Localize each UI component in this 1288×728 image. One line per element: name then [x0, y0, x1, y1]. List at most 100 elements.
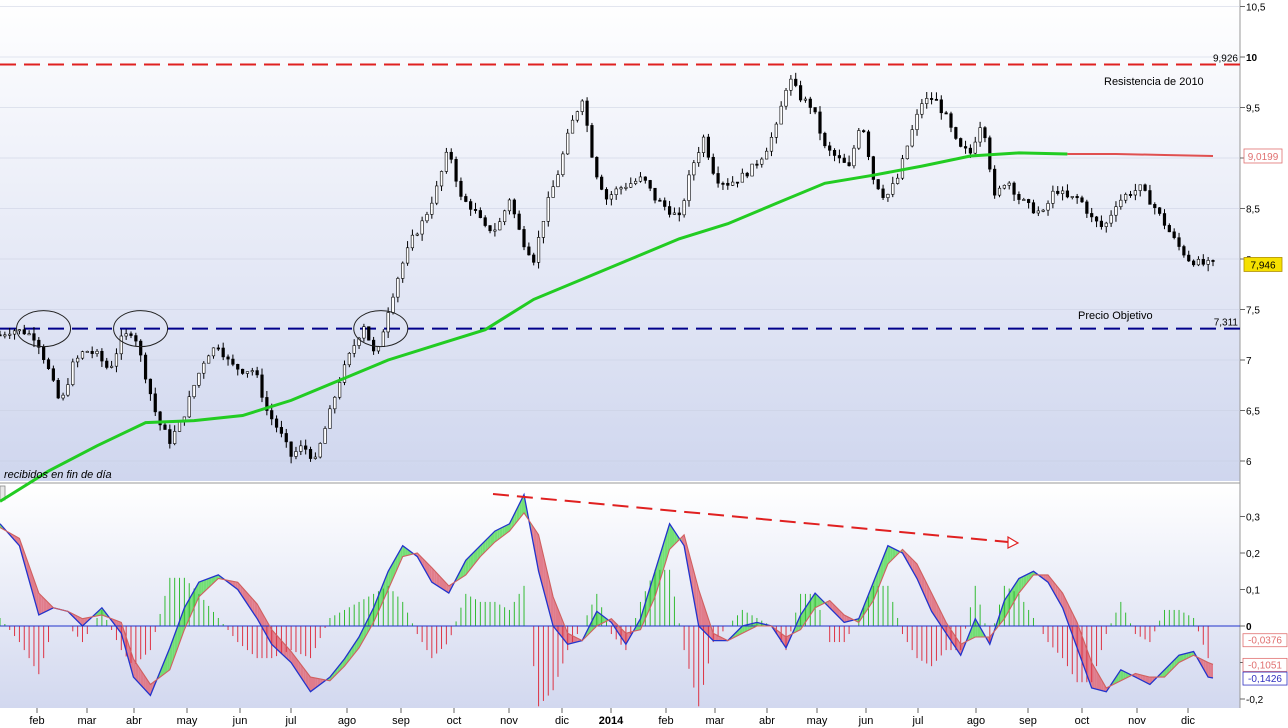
macd-fill-segment: [657, 555, 660, 589]
price-candle-body: [342, 364, 347, 383]
macd-fill-segment: [798, 615, 801, 631]
x-tick-label: jul: [911, 715, 923, 727]
macd-fill-segment: [465, 557, 469, 575]
price-candle-body: [1041, 209, 1045, 212]
price-candle-body: [318, 443, 322, 458]
macd-fill-segment: [269, 625, 272, 645]
price-candle-body: [444, 151, 448, 172]
price-candle-body: [1065, 190, 1070, 198]
price-candle-body: [944, 112, 948, 115]
macd-fill-segment: [310, 677, 313, 692]
price-candle-body: [22, 329, 26, 335]
macd-fill-segment: [1091, 662, 1095, 689]
price-candle-body: [386, 312, 390, 333]
macd-fill-segment: [1004, 596, 1007, 619]
price-candle-body: [202, 362, 206, 374]
price-candle-body: [648, 180, 652, 189]
price-candle-body: [469, 201, 473, 210]
price-candle-body: [493, 229, 497, 232]
macd-fill-segment: [150, 682, 153, 696]
macd-fill-segment: [625, 632, 629, 645]
price-candle-body: [634, 180, 638, 184]
x-tick-label: dic: [1181, 715, 1196, 727]
price-candle-body: [284, 433, 288, 443]
price-candle-body: [1002, 184, 1006, 189]
price-candle-body: [667, 206, 672, 215]
macd-fill-segment: [662, 539, 665, 574]
macd-fill-segment: [713, 633, 716, 641]
macd-fill-segment: [492, 531, 495, 545]
ma-value-tag: [1243, 148, 1283, 164]
macd-fill-segment: [1018, 577, 1022, 594]
price-y-tick-label: 10: [1246, 53, 1258, 64]
price-candle-body: [464, 196, 468, 202]
price-candle-body: [425, 214, 429, 222]
price-candle-body: [983, 127, 987, 139]
macd-fill-segment: [669, 523, 672, 550]
macd-fill-segment: [201, 580, 204, 595]
macd-fill-segment: [162, 659, 165, 676]
macd-fill-segment: [1006, 593, 1010, 615]
macd-fill-segment: [490, 533, 493, 547]
price-candle-body: [672, 212, 677, 215]
macd-fill-segment: [553, 596, 556, 629]
price-candle-body: [260, 374, 264, 398]
macd-fill-segment: [1016, 578, 1019, 598]
macd-fill-segment: [1082, 635, 1085, 668]
macd-fill-segment: [800, 611, 803, 630]
macd-fill-segment: [308, 673, 311, 692]
macd-fill-segment: [133, 658, 136, 680]
macd-fill-segment: [737, 628, 740, 636]
macd-fill-segment: [701, 596, 704, 631]
highlight-circle: [353, 310, 409, 348]
price-candle-body: [1206, 260, 1210, 265]
price-candle-body: [512, 199, 516, 215]
price-candle-body: [143, 354, 148, 380]
price-candle-body: [168, 429, 172, 444]
price-candle-body: [1172, 231, 1176, 238]
price-candle-body: [255, 370, 259, 376]
macd-fill-segment: [140, 669, 144, 688]
macd-fill-segment: [749, 623, 753, 630]
macd-fill-segment: [497, 528, 500, 541]
price-candle-body: [46, 359, 51, 370]
macd-fill-segment: [1210, 663, 1213, 678]
price-candle-body: [876, 179, 880, 190]
macd-y-tick-label: 0,2: [1246, 549, 1260, 560]
macd-fill-segment: [1074, 617, 1078, 648]
macd-fill-segment: [1094, 666, 1097, 690]
price-candle-body: [241, 368, 245, 374]
macd-fill-segment: [511, 514, 515, 529]
macd-value-tag: [1242, 657, 1288, 672]
macd-fill-segment: [179, 614, 182, 643]
price-candle-body: [561, 153, 565, 175]
price-candle-body: [774, 123, 778, 138]
macd-fill-segment: [281, 640, 284, 656]
price-candle-body: [401, 262, 405, 279]
price-candle-body: [80, 351, 85, 359]
macd-fill-segment: [1009, 589, 1012, 611]
macd-fill-segment: [781, 633, 784, 645]
price-y-tick-label: 7: [1246, 356, 1252, 367]
price-candle-body: [158, 411, 162, 426]
price-candle-body: [808, 98, 812, 108]
price-y-tick-label: 8,5: [1246, 205, 1260, 216]
macd-fill-segment: [907, 554, 910, 566]
macd-fill-segment: [533, 527, 537, 559]
macd-fill-segment: [807, 600, 811, 619]
price-candle-body: [226, 356, 230, 360]
macd-fill-segment: [296, 657, 299, 674]
price-candle-body: [1070, 196, 1074, 198]
price-candle-body: [1036, 210, 1040, 214]
price-candle-body: [604, 189, 609, 200]
price-candle-body: [716, 173, 720, 184]
price-candle-body: [449, 151, 453, 160]
macd-fill-segment: [1079, 629, 1082, 662]
macd-fill-segment: [596, 611, 600, 626]
macd-fill-segment: [543, 555, 546, 599]
price-candle-body: [134, 335, 138, 342]
price-candle-body: [459, 180, 463, 197]
price-candle-body: [1182, 246, 1186, 256]
price-candle-body: [891, 183, 895, 195]
